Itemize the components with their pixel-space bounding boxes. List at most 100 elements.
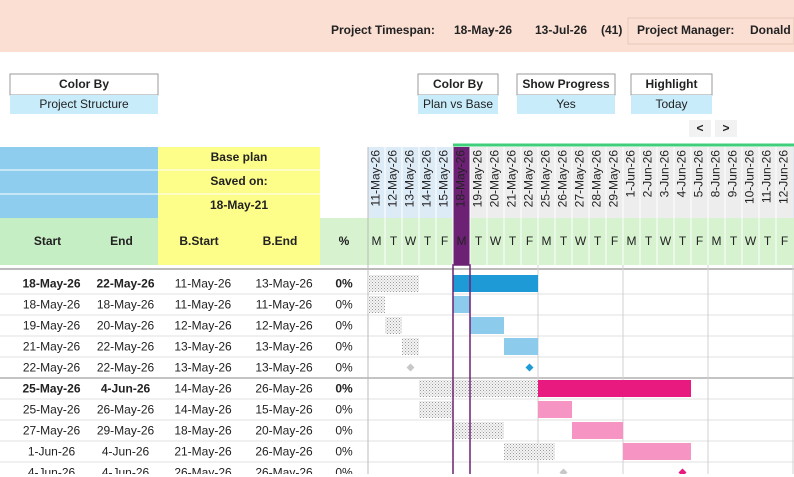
cell: 26-May-26 bbox=[255, 445, 313, 459]
timeline-date: 18-May-26 bbox=[454, 150, 468, 208]
date-header-cell bbox=[487, 147, 504, 218]
timeline-date: 12-Jun-26 bbox=[777, 150, 791, 204]
timeline-date: 10-Jun-26 bbox=[743, 150, 757, 204]
control-value-box[interactable] bbox=[10, 95, 158, 114]
cell: 4-Jun-26 bbox=[28, 466, 76, 477]
control-label: Highlight bbox=[646, 77, 698, 91]
cell: 0% bbox=[335, 382, 353, 396]
gantt-bar bbox=[402, 338, 419, 355]
timeline-date: 9-Jun-26 bbox=[726, 150, 740, 198]
today-header bbox=[453, 147, 470, 265]
control-value[interactable]: Today bbox=[655, 97, 687, 111]
cell: 0% bbox=[335, 340, 353, 354]
timeline-date: 4-Jun-26 bbox=[675, 150, 689, 198]
cell: 20-May-26 bbox=[97, 319, 155, 333]
gantt-bar bbox=[368, 275, 419, 292]
cell: 15-May-26 bbox=[255, 403, 313, 417]
timeline-day: W bbox=[405, 234, 417, 248]
date-header-cell bbox=[776, 147, 793, 218]
cell: 20-May-26 bbox=[255, 424, 313, 438]
cell: 22-May-26 bbox=[96, 277, 154, 291]
control-value[interactable]: Project Structure bbox=[39, 97, 129, 111]
cell: 12-May-26 bbox=[174, 319, 232, 333]
date-header-cell bbox=[606, 147, 623, 218]
timeline-day: T bbox=[560, 234, 568, 248]
gantt-bar bbox=[453, 296, 470, 313]
timeline-day: T bbox=[594, 234, 602, 248]
cell: 0% bbox=[335, 466, 353, 477]
column-header-cell bbox=[10, 218, 85, 265]
baseline-text: Base plan bbox=[211, 150, 268, 164]
gantt-bar bbox=[504, 443, 555, 460]
cell: 0% bbox=[335, 319, 353, 333]
nav-button[interactable] bbox=[689, 120, 711, 137]
timeline-day: T bbox=[730, 234, 738, 248]
cell: 0% bbox=[335, 277, 353, 291]
timeline-date: 11-May-26 bbox=[369, 150, 383, 207]
control-value[interactable]: Plan vs Base bbox=[423, 97, 493, 111]
column-header-cell bbox=[158, 218, 240, 265]
date-header-cell bbox=[640, 147, 657, 218]
gantt-bar bbox=[623, 443, 691, 460]
timeline-day: F bbox=[696, 234, 703, 248]
timeline-date: 13-May-26 bbox=[403, 150, 417, 208]
cell: 25-May-26 bbox=[23, 403, 81, 417]
cell: 0% bbox=[335, 445, 353, 459]
control-value-box[interactable] bbox=[418, 95, 498, 114]
gantt-bar bbox=[419, 380, 538, 397]
column-header: End bbox=[110, 234, 133, 248]
header-text: Project Manager: bbox=[637, 23, 734, 37]
column-header: Start bbox=[34, 234, 61, 248]
nav-arrow[interactable]: < bbox=[696, 121, 703, 135]
cell: 13-May-26 bbox=[255, 340, 313, 354]
timeline-day: T bbox=[475, 234, 483, 248]
timeline-date: 22-May-26 bbox=[522, 150, 536, 208]
control-label: Color By bbox=[59, 77, 109, 91]
timeline-date: 11-Jun-26 bbox=[760, 150, 774, 203]
header-text: (41) bbox=[601, 23, 622, 37]
column-header-cell bbox=[240, 218, 320, 265]
timeline-date: 8-Jun-26 bbox=[709, 150, 723, 198]
cell: 26-May-26 bbox=[97, 403, 155, 417]
date-header-cell bbox=[572, 147, 589, 218]
cell: 18-May-26 bbox=[22, 277, 80, 291]
timeline-day: W bbox=[575, 234, 587, 248]
header-text: Donald bbox=[750, 23, 791, 37]
cell: 11-May-26 bbox=[175, 298, 232, 312]
gantt-bar bbox=[504, 338, 538, 355]
timeline-date: 29-May-26 bbox=[607, 150, 621, 208]
gantt-bar bbox=[368, 296, 385, 313]
header-yellow bbox=[158, 147, 320, 218]
cell: 27-May-26 bbox=[23, 424, 81, 438]
cell: 26-May-26 bbox=[174, 466, 232, 477]
timeline-day: W bbox=[745, 234, 757, 248]
header-blue bbox=[0, 147, 158, 218]
cell: 0% bbox=[335, 361, 353, 375]
timeline-date: 3-Jun-26 bbox=[658, 150, 672, 198]
cell: 14-May-26 bbox=[174, 403, 232, 417]
cell: 11-May-26 bbox=[256, 298, 313, 312]
column-header: B.End bbox=[263, 234, 298, 248]
control-value-box[interactable] bbox=[517, 95, 615, 114]
cell: 0% bbox=[335, 298, 353, 312]
date-header-cell bbox=[759, 147, 776, 218]
cell: 18-May-26 bbox=[97, 298, 155, 312]
timeline-date: 2-Jun-26 bbox=[641, 150, 655, 198]
control-value[interactable]: Yes bbox=[556, 97, 576, 111]
cell: 18-May-26 bbox=[23, 298, 81, 312]
timeline-day: F bbox=[526, 234, 533, 248]
control-value-box[interactable] bbox=[631, 95, 712, 114]
timeline-day: W bbox=[660, 234, 672, 248]
nav-arrow[interactable]: > bbox=[722, 121, 729, 135]
cell: 0% bbox=[335, 403, 353, 417]
timeline-date: 14-May-26 bbox=[420, 150, 434, 208]
baseline-text: Saved on: bbox=[210, 174, 267, 188]
cell: 25-May-26 bbox=[22, 382, 80, 396]
date-header-cell bbox=[708, 147, 725, 218]
date-header-cell bbox=[674, 147, 691, 218]
timeline-date: 20-May-26 bbox=[488, 150, 502, 208]
column-header: B.Start bbox=[179, 234, 218, 248]
nav-button[interactable] bbox=[715, 120, 737, 137]
cell: 22-May-26 bbox=[97, 340, 155, 354]
date-header-cell bbox=[555, 147, 572, 218]
